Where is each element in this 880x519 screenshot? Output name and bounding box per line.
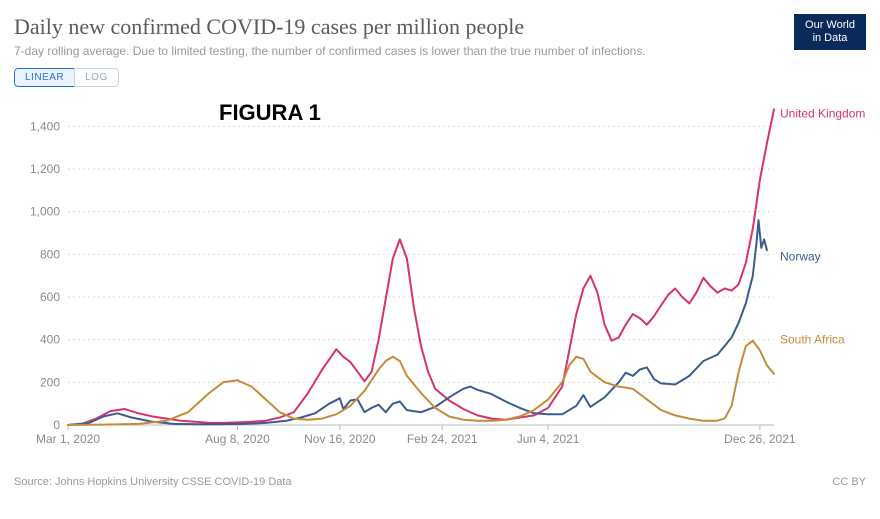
svg-text:200: 200	[40, 375, 60, 389]
svg-text:Norway: Norway	[780, 249, 821, 263]
owid-brand-badge: Our World in Data	[794, 14, 866, 50]
header-text: Daily new confirmed COVID-19 cases per m…	[14, 14, 646, 58]
chart-area: FIGURA 1 0 200 400 600 800 1,000 1,200 1,400 Mar…	[14, 95, 866, 470]
page-subtitle: 7-day rolling average. Due to limited te…	[14, 44, 646, 58]
svg-text:1,000: 1,000	[30, 205, 60, 219]
svg-text:1,400: 1,400	[30, 119, 60, 133]
svg-text:Aug 8, 2020: Aug 8, 2020	[205, 432, 270, 446]
svg-text:Dec 26, 2021: Dec 26, 2021	[724, 432, 796, 446]
header: Daily new confirmed COVID-19 cases per m…	[14, 14, 866, 58]
source-text: Source: Johns Hopkins University CSSE CO…	[14, 476, 292, 488]
svg-text:Mar 1, 2020: Mar 1, 2020	[36, 432, 100, 446]
linear-button[interactable]: LINEAR	[14, 68, 74, 87]
svg-text:Feb 24, 2021: Feb 24, 2021	[407, 432, 478, 446]
license-text: CC BY	[832, 476, 866, 488]
svg-text:800: 800	[40, 247, 60, 261]
svg-text:400: 400	[40, 333, 60, 347]
scale-toggle: LINEAR LOG	[14, 68, 119, 87]
log-button[interactable]: LOG	[74, 68, 119, 87]
line-chart-svg: 0 200 400 600 800 1,000 1,200 1,400 Mar 1, 2020 A…	[14, 95, 866, 465]
page-title: Daily new confirmed COVID-19 cases per m…	[14, 14, 646, 40]
svg-text:600: 600	[40, 290, 60, 304]
svg-text:Nov 16, 2020: Nov 16, 2020	[304, 432, 376, 446]
figura-overlay-label: FIGURA 1	[219, 100, 321, 126]
svg-text:United Kingdom: United Kingdom	[780, 107, 865, 121]
svg-text:Jun 4, 2021: Jun 4, 2021	[517, 432, 580, 446]
brand-line-2: in Data	[813, 32, 848, 45]
svg-text:South Africa: South Africa	[780, 333, 845, 347]
footer: Source: Johns Hopkins University CSSE CO…	[14, 476, 866, 488]
svg-text:1,200: 1,200	[30, 162, 60, 176]
brand-line-1: Our World	[805, 19, 855, 32]
svg-text:0: 0	[53, 418, 60, 432]
